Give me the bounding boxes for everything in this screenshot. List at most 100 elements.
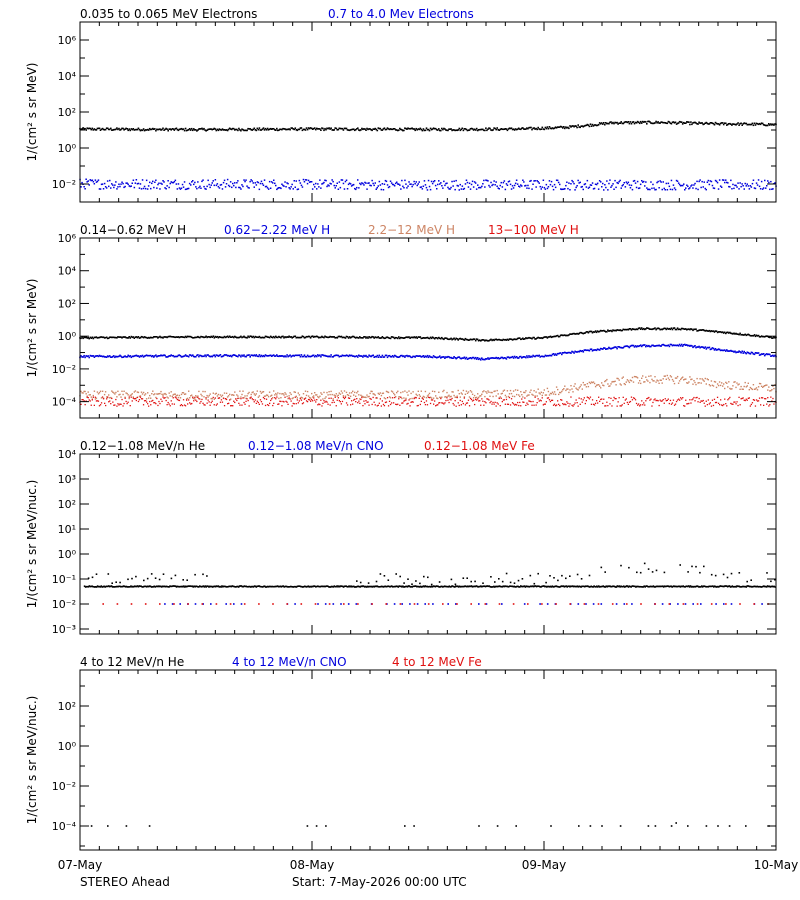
- data-point: [640, 404, 642, 406]
- data-point: [744, 381, 746, 384]
- data-point: [544, 354, 547, 357]
- data-point: [211, 128, 213, 131]
- data-point: [559, 334, 562, 337]
- data-point: [374, 404, 376, 406]
- data-point: [223, 392, 226, 394]
- data-point: [397, 129, 399, 132]
- data-point: [588, 586, 591, 588]
- data-point: [493, 390, 495, 393]
- data-point: [164, 128, 166, 131]
- data-point: [399, 184, 401, 186]
- data-point: [739, 351, 741, 353]
- data-point: [146, 401, 148, 403]
- data-point: [425, 356, 428, 358]
- data-point: [95, 336, 98, 338]
- data-point: [529, 180, 531, 182]
- data-point: [772, 585, 774, 588]
- data-point: [402, 402, 404, 404]
- data-point: [520, 391, 522, 393]
- data-point: [400, 391, 402, 394]
- data-point: [330, 336, 332, 338]
- data-point: [311, 335, 314, 337]
- data-point: [625, 345, 628, 347]
- data-point: [764, 335, 767, 338]
- data-point: [755, 387, 758, 389]
- data-point: [226, 355, 229, 357]
- data-point: [526, 187, 528, 189]
- data-point: [317, 396, 319, 398]
- data-point: [542, 355, 545, 358]
- data-point: [316, 585, 319, 587]
- data-point: [358, 400, 360, 402]
- data-point: [320, 399, 322, 401]
- data-point: [201, 127, 203, 130]
- data-point: [704, 346, 707, 348]
- data-point: [344, 337, 347, 339]
- data-point: [443, 585, 446, 587]
- data-point: [231, 354, 234, 357]
- data-point: [532, 336, 534, 339]
- data-point: [109, 400, 111, 402]
- data-point: [677, 182, 680, 184]
- data-point: [123, 336, 125, 338]
- data-point: [301, 585, 303, 588]
- data-point: [184, 335, 187, 338]
- data-point: [554, 335, 557, 338]
- data-point: [709, 585, 711, 588]
- data-point: [81, 181, 83, 184]
- data-point: [535, 391, 537, 393]
- y-tick-label: 10⁻²: [52, 178, 76, 191]
- data-point: [204, 585, 207, 587]
- data-point: [233, 184, 235, 187]
- data-point: [351, 184, 354, 186]
- data-point: [357, 179, 359, 181]
- data-point: [656, 122, 658, 124]
- data-point: [218, 128, 221, 130]
- data-point: [184, 354, 187, 356]
- data-point: [170, 335, 172, 338]
- data-point: [412, 336, 414, 339]
- data-point: [432, 585, 435, 587]
- data-point: [323, 129, 325, 132]
- data-point: [698, 586, 700, 588]
- data-point: [663, 121, 666, 124]
- data-point: [537, 126, 539, 129]
- data-point: [231, 186, 233, 189]
- data-point: [703, 181, 705, 183]
- data-point: [733, 123, 735, 125]
- data-point: [303, 354, 306, 356]
- data-point: [711, 384, 714, 386]
- data-point: [335, 393, 337, 395]
- data-point: [759, 123, 762, 126]
- data-point: [433, 585, 436, 588]
- data-point: [223, 179, 226, 182]
- data-point: [399, 585, 401, 588]
- data-point: [658, 404, 660, 407]
- data-point: [665, 344, 668, 347]
- data-point: [210, 401, 212, 404]
- data-point: [326, 391, 328, 394]
- data-point: [580, 350, 582, 353]
- data-point: [96, 180, 99, 183]
- data-point: [396, 391, 398, 394]
- data-point: [648, 396, 650, 399]
- data-point: [244, 403, 246, 405]
- data-point: [643, 402, 645, 404]
- data-point: [678, 183, 681, 186]
- data-point: [703, 565, 705, 568]
- data-point: [673, 327, 676, 329]
- data-point: [95, 586, 97, 588]
- data-point: [233, 336, 235, 339]
- data-point: [462, 389, 465, 392]
- data-point: [183, 129, 186, 132]
- data-point: [440, 129, 442, 132]
- data-point: [371, 586, 374, 588]
- data-point: [241, 336, 243, 339]
- data-point: [373, 393, 375, 395]
- data-point: [492, 357, 494, 359]
- data-point: [679, 345, 682, 347]
- data-point: [643, 180, 645, 183]
- data-point: [513, 355, 516, 358]
- data-point: [180, 404, 183, 406]
- data-point: [181, 183, 184, 186]
